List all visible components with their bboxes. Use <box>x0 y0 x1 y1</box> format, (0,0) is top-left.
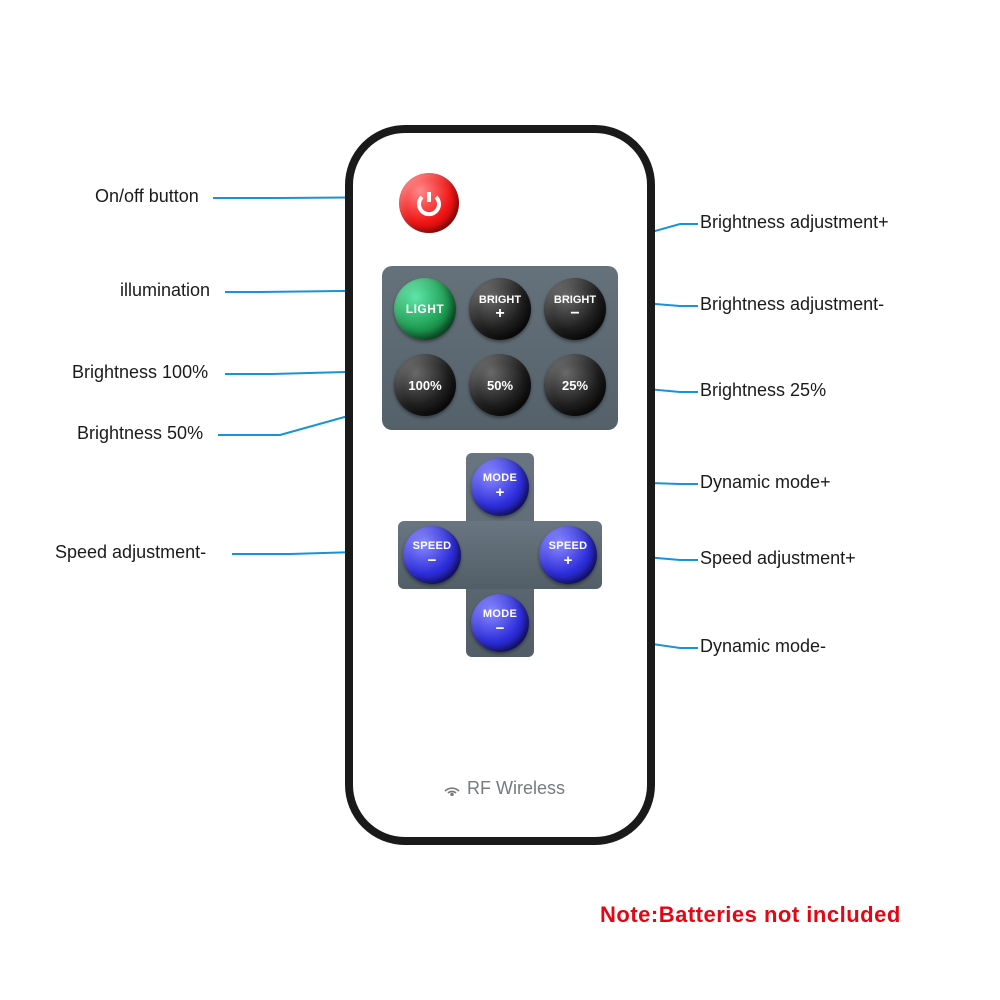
bright-plus-sign: + <box>495 306 504 323</box>
callout-bright-minus: Brightness adjustment- <box>700 294 884 315</box>
mode-plus-sign: + <box>496 485 505 501</box>
callout-mode-plus: Dynamic mode+ <box>700 472 831 493</box>
pct100-button[interactable]: 100% <box>394 354 456 416</box>
mode-minus-sign: − <box>496 621 505 637</box>
speed-plus-label: SPEED <box>549 541 588 553</box>
callout-illumination: illumination <box>120 280 210 301</box>
note-text: Batteries not included <box>659 902 901 927</box>
callout-pct50: Brightness 50% <box>77 423 203 444</box>
callout-mode-minus: Dynamic mode- <box>700 636 826 657</box>
light-label: LIGHT <box>406 303 445 316</box>
callout-power: On/off button <box>95 186 199 207</box>
callout-pct25: Brightness 25% <box>700 380 826 401</box>
power-button[interactable] <box>399 173 459 233</box>
note: Note:Batteries not included <box>600 902 901 928</box>
rf-wireless-label: RF Wireless <box>443 778 565 799</box>
power-icon <box>414 188 444 218</box>
remote-body: LIGHT BRIGHT + BRIGHT − 100% 50% <box>345 125 655 845</box>
bright-minus-button[interactable]: BRIGHT − <box>544 278 606 340</box>
rf-wireless-text: RF Wireless <box>467 778 565 799</box>
callout-speed-plus: Speed adjustment+ <box>700 548 856 569</box>
pct100-label: 100% <box>408 379 441 393</box>
callout-bright-plus: Brightness adjustment+ <box>700 212 889 233</box>
mode-minus-button[interactable]: MODE − <box>471 594 529 652</box>
pct50-button[interactable]: 50% <box>469 354 531 416</box>
bright-plus-button[interactable]: BRIGHT + <box>469 278 531 340</box>
light-button[interactable]: LIGHT <box>394 278 456 340</box>
speed-minus-label: SPEED <box>413 541 452 553</box>
speed-minus-button[interactable]: SPEED − <box>403 526 461 584</box>
note-prefix: Note: <box>600 902 659 927</box>
dpad: MODE + MODE − SPEED − SPEED + <box>398 453 602 657</box>
panel-row-2: 100% 50% 25% <box>394 354 606 416</box>
speed-plus-sign: + <box>564 553 573 569</box>
pct25-button[interactable]: 25% <box>544 354 606 416</box>
callout-pct100: Brightness 100% <box>72 362 208 383</box>
panel-row-1: LIGHT BRIGHT + BRIGHT − <box>394 278 606 340</box>
mode-plus-label: MODE <box>483 473 517 485</box>
button-panel: LIGHT BRIGHT + BRIGHT − 100% 50% <box>382 266 618 430</box>
pct50-label: 50% <box>487 379 513 393</box>
pct25-label: 25% <box>562 379 588 393</box>
mode-minus-label: MODE <box>483 609 517 621</box>
speed-plus-button[interactable]: SPEED + <box>539 526 597 584</box>
callout-speed-minus: Speed adjustment- <box>55 542 206 563</box>
mode-plus-button[interactable]: MODE + <box>471 458 529 516</box>
stage: LIGHT BRIGHT + BRIGHT − 100% 50% <box>0 0 1000 1000</box>
speed-minus-sign: − <box>428 553 437 569</box>
wireless-icon <box>443 782 461 796</box>
bright-minus-sign: − <box>570 306 579 323</box>
